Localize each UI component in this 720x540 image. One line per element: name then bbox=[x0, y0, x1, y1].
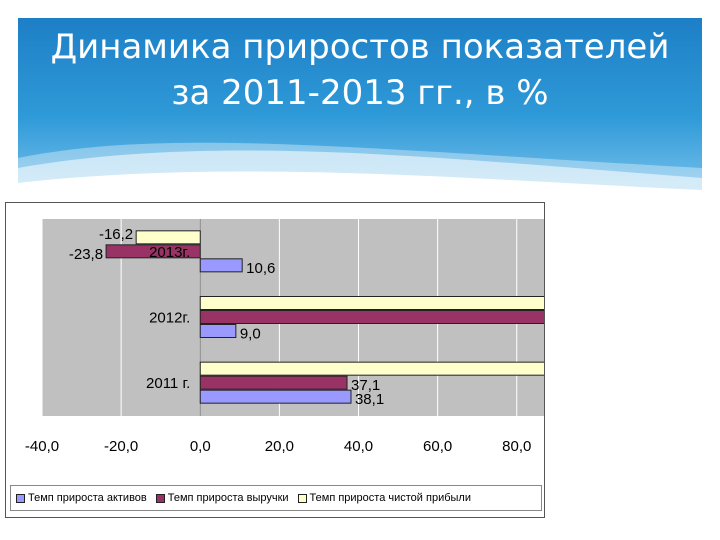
page-title: Динамика приростов показателей за 2011-2… bbox=[50, 27, 670, 113]
x-tick-label: 80,0 bbox=[502, 438, 531, 455]
bar bbox=[135, 230, 201, 245]
data-label: -16,2 bbox=[99, 226, 133, 243]
x-tick-label: -40,0 bbox=[25, 438, 59, 455]
legend-item: Темп прироста активов bbox=[16, 492, 147, 504]
bar bbox=[199, 310, 544, 324]
x-tick-label: 60,0 bbox=[423, 438, 452, 455]
legend-swatch bbox=[297, 493, 307, 503]
legend-swatch bbox=[16, 493, 25, 503]
legend-item: Темп прироста выручки bbox=[155, 492, 289, 504]
data-label: 37,1 bbox=[351, 377, 380, 394]
legend-label: Темп прироста чистой прибыли bbox=[309, 492, 471, 504]
legend-label: Темп прироста выручки bbox=[167, 492, 289, 504]
bar bbox=[199, 324, 237, 338]
chart-legend: Темп прироста активов Темп прироста выруч… bbox=[10, 485, 542, 511]
data-label: -23,8 bbox=[69, 246, 103, 263]
y-category-label: 2011 г. bbox=[146, 375, 190, 392]
bar bbox=[105, 244, 201, 259]
bar-chart: -40,0-20,00,020,040,060,080,0100,0120,08… bbox=[25, 219, 544, 455]
legend-item: Темп прироста чистой прибыли bbox=[297, 492, 471, 504]
bar bbox=[199, 296, 544, 310]
bar bbox=[199, 361, 544, 376]
bar bbox=[199, 389, 352, 404]
chart-frame: -40,0-20,00,020,040,060,080,0100,0120,08… bbox=[5, 202, 545, 518]
y-category-label: 2012г. bbox=[149, 310, 190, 327]
title-banner: Динамика приростов показателей за 2011-2… bbox=[18, 18, 702, 198]
legend-swatch bbox=[155, 493, 165, 503]
x-tick-label: 40,0 bbox=[344, 438, 373, 455]
wave-decoration bbox=[18, 142, 702, 198]
x-tick-label: 0,0 bbox=[190, 438, 211, 455]
y-category-label: 2013г. bbox=[149, 244, 190, 261]
data-label: 10,6 bbox=[246, 260, 275, 277]
legend-label: Темп прироста активов bbox=[28, 492, 147, 504]
x-tick-label: 20,0 bbox=[265, 438, 294, 455]
bar bbox=[199, 258, 243, 273]
data-label: 38,1 bbox=[355, 391, 384, 408]
data-label: 9,0 bbox=[240, 326, 261, 343]
x-tick-label: -20,0 bbox=[104, 438, 138, 455]
bar bbox=[199, 375, 348, 390]
